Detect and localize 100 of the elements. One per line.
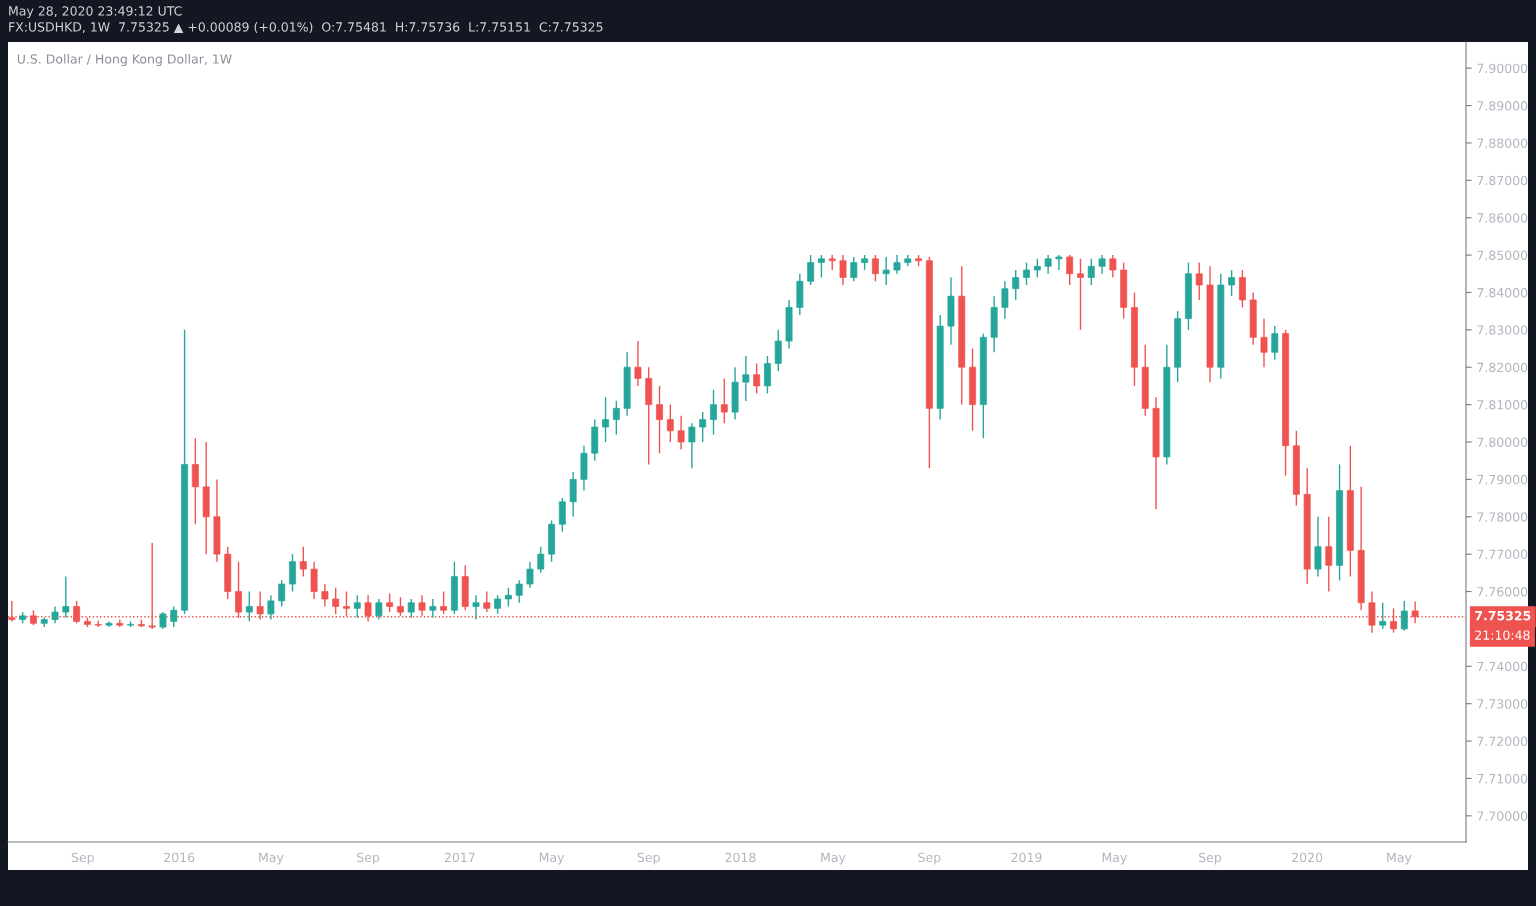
candlestick (817, 254, 825, 279)
candlestick (353, 594, 361, 619)
candlestick (569, 471, 577, 518)
text: 21:10:48 (1475, 630, 1530, 640)
y-tick-label: 7.78000 (1477, 512, 1528, 522)
candlestick (699, 411, 707, 443)
y-tick-label: 7.85000 (1477, 250, 1528, 261)
candlestick (893, 254, 901, 275)
candlestick (1314, 516, 1322, 578)
x-tick-label: May (1102, 852, 1127, 865)
candlestick (191, 437, 199, 525)
candlestick (807, 254, 815, 286)
candlestick (558, 497, 566, 533)
candlestick (472, 594, 480, 621)
y-tick-label: 7.81000 (1477, 400, 1528, 410)
x-tick-label: May (539, 852, 565, 865)
candlestick (1033, 258, 1041, 279)
y-tick-label: 7.82000 (1477, 362, 1528, 373)
text: FX:USDHKD, 1W 7.75325 ▲ +0.00089 (+0.01%) O:7.75481 H:7.75736 L:7.75151 C:7.75325 (9, 21, 603, 34)
candlestick (710, 388, 717, 436)
candlestick (267, 594, 275, 621)
candlestick (1066, 254, 1074, 286)
candlestick (850, 256, 858, 282)
candlestick (310, 560, 318, 600)
candlestick (1325, 516, 1333, 593)
candlestick (504, 587, 512, 608)
candlestick (1238, 269, 1246, 309)
text: May 28, 2020 23:49:12 UTC (9, 6, 182, 19)
candlestick (839, 254, 847, 286)
candlestick (882, 256, 890, 286)
x-tick-label: May (1387, 852, 1412, 865)
x-tick-label: Sep (357, 852, 380, 865)
y-tick-label: 7.73000 (1477, 699, 1528, 709)
text: U.S. Dollar / Hong Kong Dollar, 1W (17, 54, 232, 67)
candlestick (1228, 269, 1236, 297)
candlestick (1077, 258, 1084, 331)
candlestick (494, 594, 502, 615)
candlestick (1271, 325, 1279, 361)
candlestick (1109, 254, 1117, 279)
candlestick (1195, 261, 1203, 301)
candlestick (688, 422, 696, 469)
candlestick (677, 415, 685, 451)
candlestick (321, 583, 329, 608)
candlestick (429, 598, 437, 619)
candlestick (299, 545, 307, 578)
y-tick-label: 7.77000 (1477, 549, 1528, 560)
candlestick (1012, 269, 1020, 301)
candlestick (526, 560, 534, 589)
candlestick (343, 590, 350, 617)
candlestick (440, 590, 448, 615)
candlestick (634, 340, 642, 387)
y-tick-label: 7.72000 (1477, 736, 1528, 746)
candlestick (148, 542, 156, 630)
y-tick-label: 7.71000 (1477, 773, 1528, 784)
x-tick-label: Sep (918, 852, 941, 865)
candlestick (332, 587, 340, 615)
candlestick (1098, 254, 1106, 275)
candlestick (407, 598, 415, 619)
candlestick (753, 362, 761, 395)
y-tick-label: 7.88000 (1477, 138, 1528, 148)
y-tick-label: 7.83000 (1477, 325, 1528, 335)
y-tick-label: 7.84000 (1477, 287, 1528, 298)
x-tick-label: Sep (71, 852, 94, 865)
candlestick (742, 355, 750, 402)
y-tick-label: 7.76000 (1477, 587, 1528, 597)
y-tick-label: 7.90000 (1477, 63, 1528, 74)
candlestick (602, 396, 609, 443)
candlestick (612, 400, 620, 436)
candlestick (515, 579, 523, 604)
candlestick (1400, 600, 1408, 632)
x-tick-label: May (821, 852, 846, 865)
candlestick (278, 579, 286, 608)
x-tick-label: 2020 (1292, 852, 1323, 863)
x-tick-label: 2018 (725, 852, 756, 863)
x-tick-label: 2017 (444, 852, 475, 863)
candlestick (483, 590, 491, 613)
x-tick-label: 2019 (1011, 852, 1042, 863)
candlestick (764, 355, 771, 395)
candlestick (62, 575, 70, 619)
y-tick-label: 7.87000 (1477, 175, 1528, 186)
candlestick (289, 553, 296, 593)
x-tick-label: Sep (637, 852, 660, 865)
candlestick (386, 592, 394, 613)
candlestick (666, 403, 674, 443)
ref-line-label: 7.75325 (1475, 610, 1531, 621)
candlestick (871, 254, 879, 282)
candlestick (1001, 280, 1009, 320)
candlestick (170, 605, 178, 628)
y-tick-label: 7.80000 (1477, 437, 1528, 447)
y-tick-label: 7.86000 (1477, 213, 1528, 223)
candlestick (537, 545, 545, 574)
candlestick (1044, 254, 1052, 275)
x-tick-label: May (259, 852, 284, 865)
candlestick (1379, 602, 1387, 630)
candlestick (245, 590, 253, 623)
candlestick (774, 329, 782, 372)
candlestick (1055, 254, 1063, 271)
x-tick-label: 2016 (164, 852, 195, 863)
candlestick (1260, 317, 1268, 368)
candlestick (1023, 261, 1030, 286)
